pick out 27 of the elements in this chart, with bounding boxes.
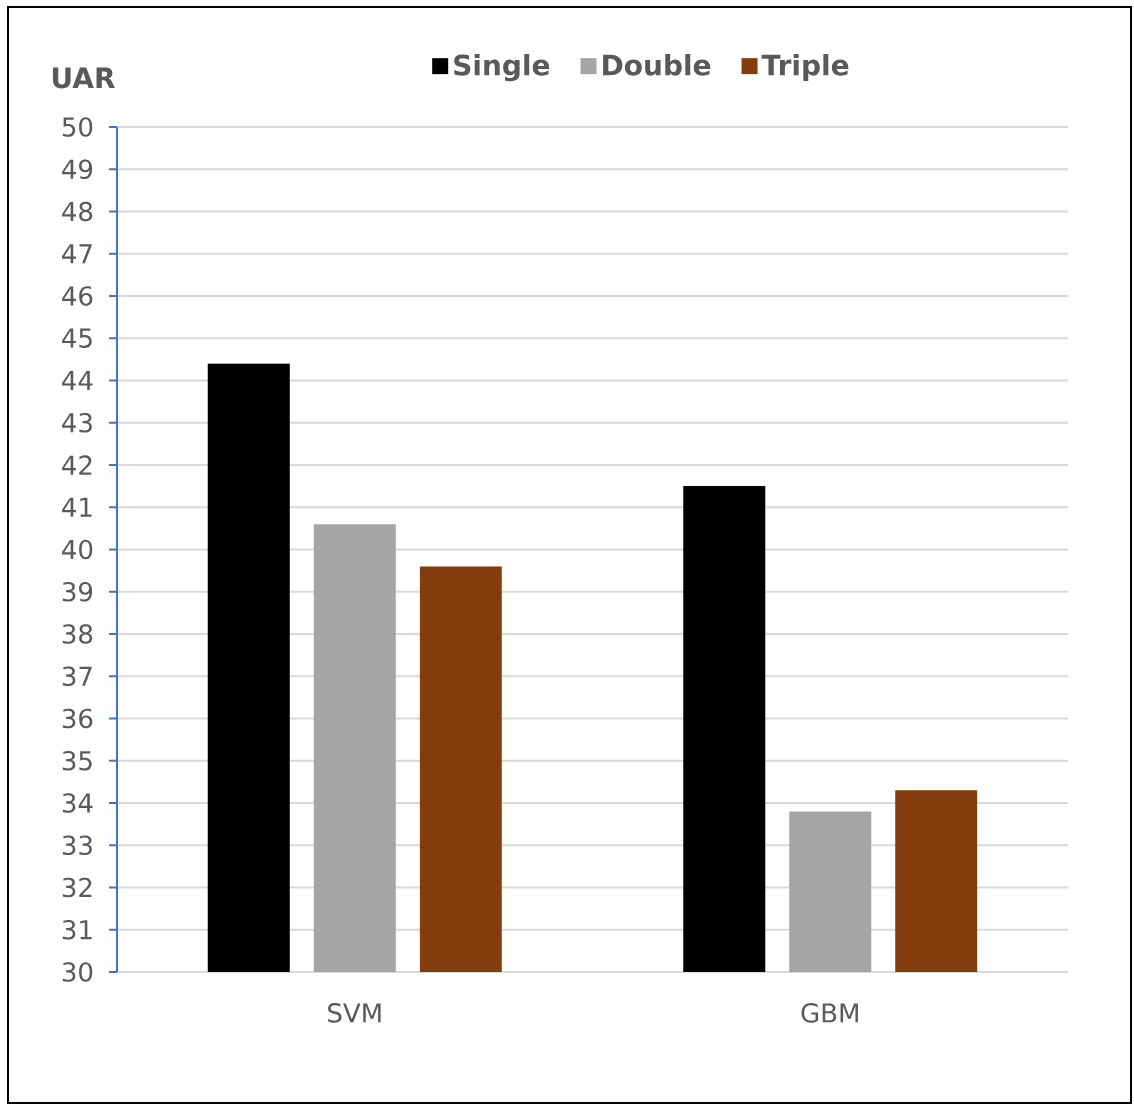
y-tick-label: 44 [62,371,93,390]
y-tick-label: 41 [62,497,92,517]
legend-label: Single [454,54,550,82]
y-tick-label: 35 [62,750,92,771]
y-tick-label: 48 [62,201,93,222]
y-tick-label: 31 [62,919,92,940]
x-tick-label: GBM [801,1003,858,1023]
legend-label: Double [603,54,711,76]
y-tick-label: 50 [62,117,93,137]
y-tick-label: 45 [62,328,92,348]
y-tick-label: 36 [62,708,93,729]
legend-label: Triple [761,54,849,82]
y-tick-label: 38 [62,624,93,644]
y-tick-label: 39 [62,581,93,602]
y-tick-label: 34 [62,793,93,813]
y-tick-label: 33 [62,835,92,856]
y-tick-label: 42 [62,455,92,475]
y-tick-label: 32 [62,877,92,898]
y-axis-title: UAR [52,67,115,89]
y-tick-label: 49 [62,159,93,180]
y-tick-label: 46 [62,286,93,306]
y-tick-label: 43 [62,412,92,433]
y-tick-label: 37 [62,666,92,687]
y-tick-label: 40 [62,539,93,560]
x-tick-label: SVM [328,1003,381,1023]
y-tick-label: 30 [62,962,93,982]
y-tick-label: 47 [62,244,92,264]
